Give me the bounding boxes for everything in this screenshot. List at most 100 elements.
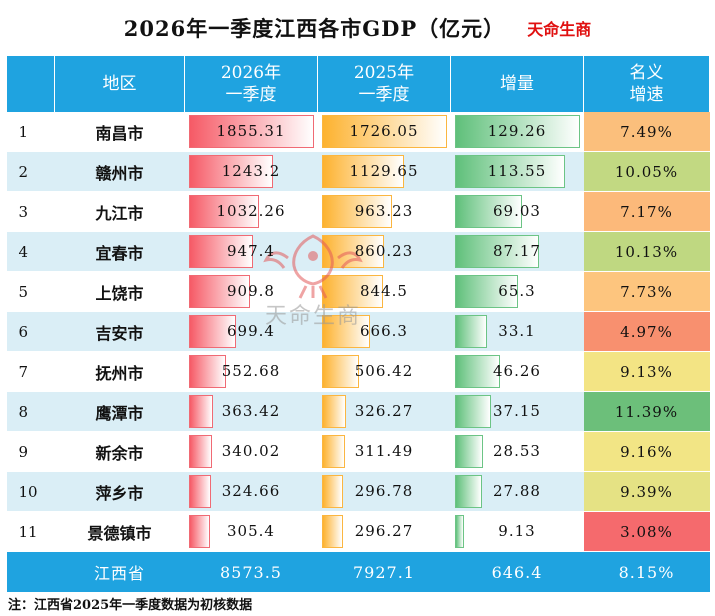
header-gdp-2025-label: 2025年一季度 xyxy=(353,63,415,105)
region-cell: 赣州市 xyxy=(54,151,185,192)
gdp-2025-cell: 666.3 xyxy=(317,311,451,352)
region-cell: 新余市 xyxy=(54,431,185,472)
rank-cell: 1 xyxy=(6,112,55,152)
gdp-2025-bar xyxy=(321,355,359,388)
gdp-2025-cell: 296.27 xyxy=(317,511,451,552)
rank-cell: 7 xyxy=(6,351,55,392)
gdp-2026-bar xyxy=(188,435,212,468)
increase-cell: 87.17 xyxy=(450,231,584,272)
gdp-2025-value: 326.27 xyxy=(354,402,414,420)
page-title: 2026年一季度江西各市GDP（亿元） xyxy=(123,16,506,41)
brand-label: 天命生商 xyxy=(527,20,592,39)
gdp-2026-bar xyxy=(188,275,250,308)
gdp-2025-value: 1726.05 xyxy=(349,122,419,140)
gdp-2026-cell: 363.42 xyxy=(184,391,318,432)
gdp-2025-cell: 860.23 xyxy=(317,231,451,272)
table-row: 10 萍乡市 324.66 296.78 27.88 9.39% xyxy=(6,471,710,512)
rank-cell: 9 xyxy=(6,431,55,472)
increase-value: 65.3 xyxy=(498,282,536,300)
increase-value: 113.55 xyxy=(487,162,547,180)
region-cell: 抚州市 xyxy=(54,351,185,392)
gdp-2026-value: 324.66 xyxy=(221,482,281,500)
table-row: 9 新余市 340.02 311.49 28.53 9.16% xyxy=(6,431,710,472)
gdp-2025-value: 296.78 xyxy=(354,482,414,500)
rank-cell: 8 xyxy=(6,391,55,432)
increase-cell: 46.26 xyxy=(450,351,584,392)
increase-value: 33.1 xyxy=(498,322,536,340)
header-row: 地区 2026年一季度 2025年一季度 增量 名义增速 xyxy=(6,56,710,112)
header-region: 地区 xyxy=(54,56,185,112)
gdp-2025-cell: 1129.65 xyxy=(317,151,451,192)
header-gdp-2026-label: 2026年一季度 xyxy=(220,63,282,105)
growth-cell: 11.39% xyxy=(583,391,710,432)
increase-cell: 69.03 xyxy=(450,191,584,232)
growth-cell: 9.39% xyxy=(583,471,710,512)
increase-bar xyxy=(454,235,539,268)
gdp-2026-cell: 1032.26 xyxy=(184,191,318,232)
increase-bar xyxy=(454,195,522,228)
increase-bar xyxy=(454,275,518,308)
gdp-2026-value: 363.42 xyxy=(221,402,281,420)
increase-bar xyxy=(454,155,565,188)
increase-bar xyxy=(454,395,491,428)
growth-cell: 3.08% xyxy=(583,511,710,552)
growth-cell: 7.49% xyxy=(583,112,710,152)
gdp-2025-cell: 296.78 xyxy=(317,471,451,512)
gdp-2026-bar xyxy=(188,155,273,188)
gdp-2025-value: 1129.65 xyxy=(349,162,419,180)
gdp-2026-bar xyxy=(188,355,226,388)
gdp-2026-value: 552.68 xyxy=(221,362,281,380)
total-row: 江西省 8573.5 7927.1 646.4 8.15% xyxy=(6,551,710,593)
region-cell: 南昌市 xyxy=(54,112,185,152)
growth-cell: 10.05% xyxy=(583,151,710,192)
gdp-2026-bar xyxy=(188,515,210,548)
total-rank xyxy=(6,551,55,593)
rank-cell: 6 xyxy=(6,311,55,352)
growth-cell: 4.97% xyxy=(583,311,710,352)
gdp-2025-cell: 326.27 xyxy=(317,391,451,432)
gdp-2026-value: 1032.26 xyxy=(216,202,286,220)
rank-cell: 11 xyxy=(6,511,55,552)
region-cell: 九江市 xyxy=(54,191,185,232)
gdp-2025-bar xyxy=(321,315,370,348)
increase-cell: 129.26 xyxy=(450,112,584,152)
gdp-2026-cell: 699.4 xyxy=(184,311,318,352)
gdp-2026-value: 909.8 xyxy=(227,282,275,300)
increase-bar xyxy=(454,515,464,548)
rank-cell: 2 xyxy=(6,151,55,192)
gdp-2026-cell: 947.4 xyxy=(184,231,318,272)
table-row: 5 上饶市 909.8 844.5 65.3 7.73% xyxy=(6,271,710,312)
gdp-2025-bar xyxy=(321,115,447,148)
region-cell: 吉安市 xyxy=(54,311,185,352)
increase-value: 87.17 xyxy=(493,242,541,260)
total-gdp-2026: 8573.5 xyxy=(184,551,318,593)
region-cell: 鹰潭市 xyxy=(54,391,185,432)
gdp-2026-bar xyxy=(188,475,211,508)
gdp-2026-value: 699.4 xyxy=(227,322,275,340)
table-row: 6 吉安市 699.4 666.3 33.1 4.97% xyxy=(6,311,710,352)
growth-cell: 9.13% xyxy=(583,351,710,392)
gdp-2025-bar xyxy=(321,195,392,228)
gdp-2026-cell: 340.02 xyxy=(184,431,318,472)
gdp-2025-bar xyxy=(321,475,343,508)
table-row: 11 景德镇市 305.4 296.27 9.13 3.08% xyxy=(6,511,710,552)
rank-cell: 3 xyxy=(6,191,55,232)
gdp-2026-value: 947.4 xyxy=(227,242,275,260)
table-row: 8 鹰潭市 363.42 326.27 37.15 11.39% xyxy=(6,391,710,432)
increase-value: 27.88 xyxy=(493,482,541,500)
gdp-2026-bar xyxy=(188,395,213,428)
header-gdp-2025: 2025年一季度 xyxy=(317,56,451,112)
gdp-2025-value: 963.23 xyxy=(354,202,414,220)
increase-value: 9.13 xyxy=(498,522,536,540)
gdp-2026-bar xyxy=(188,115,314,148)
gdp-2025-cell: 311.49 xyxy=(317,431,451,472)
increase-bar xyxy=(454,315,487,348)
title-bar: 2026年一季度江西各市GDP（亿元） 天命生商 xyxy=(0,0,715,56)
gdp-2025-cell: 844.5 xyxy=(317,271,451,312)
gdp-2025-value: 311.49 xyxy=(354,442,414,460)
gdp-2026-value: 305.4 xyxy=(227,522,275,540)
gdp-2026-cell: 552.68 xyxy=(184,351,318,392)
increase-bar xyxy=(454,355,500,388)
gdp-2026-value: 340.02 xyxy=(221,442,281,460)
gdp-2025-cell: 506.42 xyxy=(317,351,451,392)
